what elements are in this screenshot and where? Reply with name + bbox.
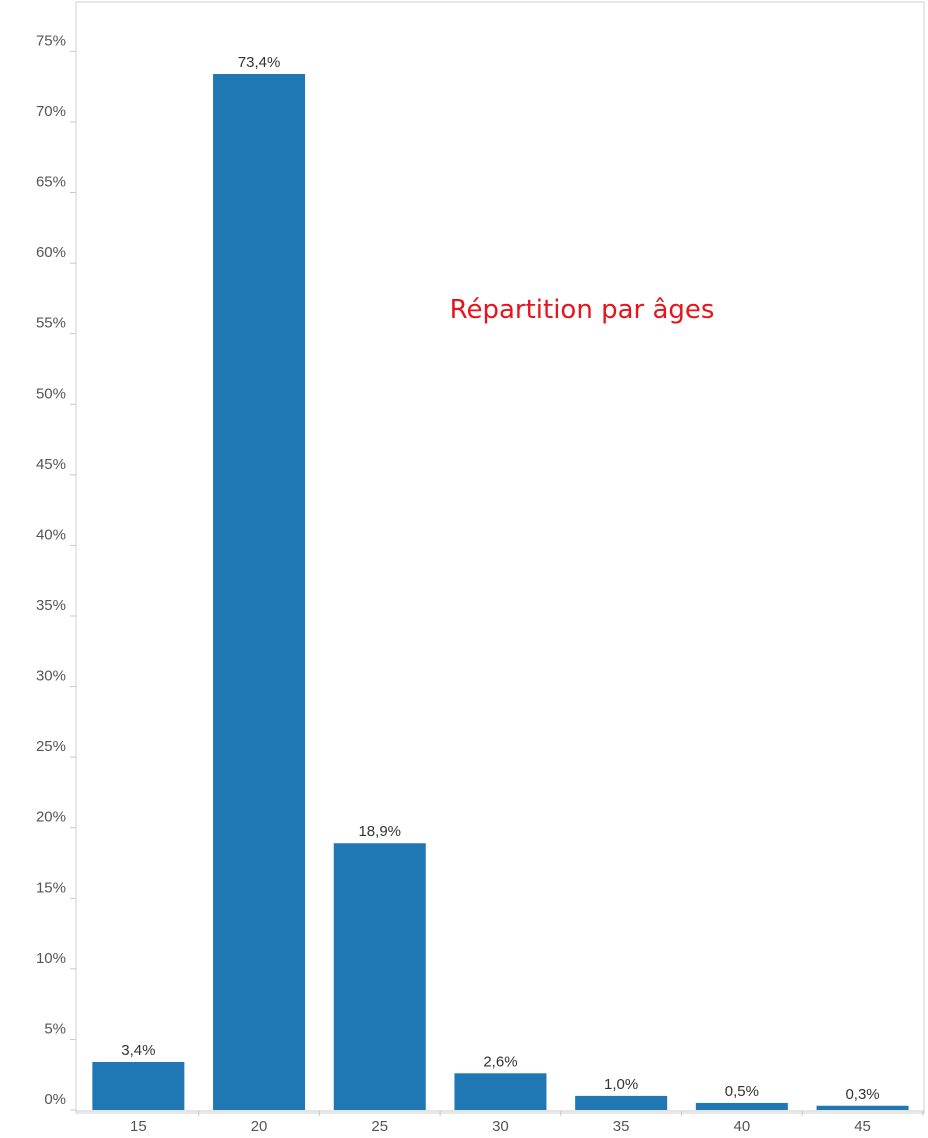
data-label-20: 73,4% <box>238 54 281 71</box>
y-tick-label: 50% <box>36 385 66 402</box>
y-tick-label: 75% <box>36 32 66 49</box>
y-tick-label: 35% <box>36 597 66 614</box>
bar-35 <box>575 1095 668 1110</box>
bar-25 <box>333 843 426 1110</box>
bar-15 <box>92 1062 185 1110</box>
y-tick-label: 20% <box>36 809 66 826</box>
plot-frame <box>75 1 925 1114</box>
x-axis: 15 20 25 30 35 40 45 <box>76 1110 924 1135</box>
x-tick-label-20: 20 <box>251 1118 268 1135</box>
bar-30 <box>454 1073 547 1110</box>
y-tick-label: 60% <box>36 244 66 261</box>
x-tick-label-25: 25 <box>371 1118 388 1135</box>
y-axis: 0% 5% 10% 15% 20% 25% 30% 35% 40% 45% 50% 55% 60% 65%… <box>36 32 76 1111</box>
x-tick-label-30: 30 <box>492 1118 509 1135</box>
data-label-15: 3,4% <box>121 1042 155 1059</box>
y-tick-label: 10% <box>36 950 66 967</box>
chart-annotation: Répartition par âges <box>450 295 715 325</box>
bar-20 <box>213 73 306 1110</box>
x-tick-label-40: 40 <box>734 1118 751 1135</box>
y-tick-label: 30% <box>36 668 66 685</box>
data-label-45: 0,3% <box>845 1086 879 1103</box>
data-label-25: 18,9% <box>358 823 401 840</box>
y-tick-label: 25% <box>36 738 66 755</box>
data-label-30: 2,6% <box>483 1053 517 1070</box>
x-tick-label-45: 45 <box>854 1118 871 1135</box>
x-tick-label-35: 35 <box>613 1118 630 1135</box>
y-tick-label: 5% <box>44 1020 66 1037</box>
data-labels: 3,4% 73,4% 18,9% 2,6% 1,0% 0,5% 0,3% <box>121 54 879 1103</box>
x-tick-label-15: 15 <box>130 1118 147 1135</box>
data-label-35: 1,0% <box>604 1076 638 1093</box>
y-tick-label: 15% <box>36 879 66 896</box>
bar-40 <box>695 1102 788 1110</box>
y-tick-label: 65% <box>36 174 66 191</box>
y-tick-label: 55% <box>36 315 66 332</box>
y-tick-label: 0% <box>44 1091 66 1108</box>
data-label-40: 0,5% <box>725 1083 759 1100</box>
bars <box>92 73 909 1110</box>
y-tick-label: 45% <box>36 456 66 473</box>
bar-45 <box>816 1105 909 1110</box>
y-tick-label: 40% <box>36 526 66 543</box>
y-tick-label: 70% <box>36 103 66 120</box>
